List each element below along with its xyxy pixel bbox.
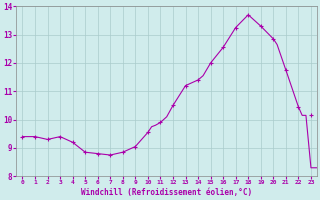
X-axis label: Windchill (Refroidissement éolien,°C): Windchill (Refroidissement éolien,°C) [81, 188, 252, 197]
